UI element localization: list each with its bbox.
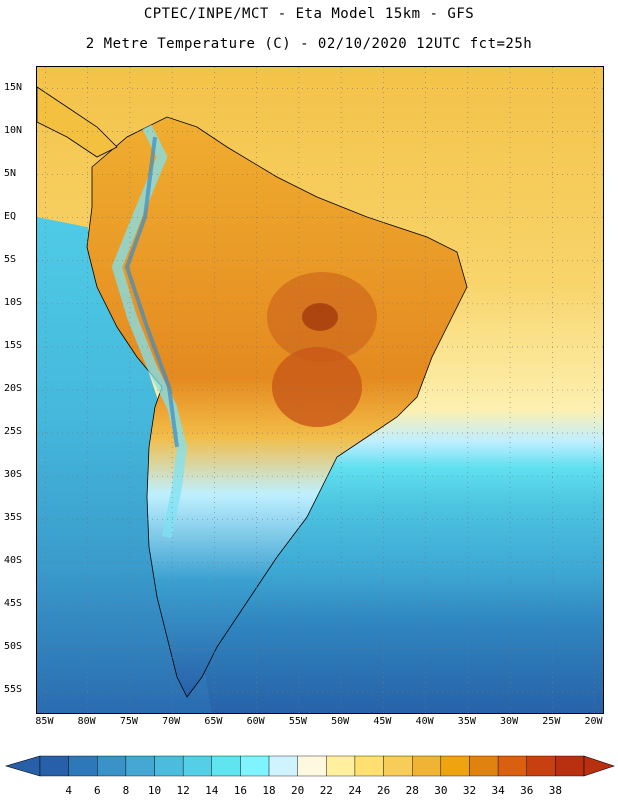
scale-tick-label: 26 <box>376 784 391 797</box>
lon-tick-label: 20W <box>584 716 603 727</box>
lat-tick-label: EQ <box>4 210 17 222</box>
scale-color-bin <box>240 755 270 777</box>
scale-color-bin <box>497 755 527 777</box>
scale-color-bin <box>440 755 470 777</box>
lat-tick-label: 25S <box>4 426 23 438</box>
hot-spot-paraguay <box>272 347 362 427</box>
scale-arrow-high <box>583 755 615 777</box>
scale-color-bin <box>354 755 384 777</box>
scale-tick-label: 14 <box>205 784 219 797</box>
scale-color-bin <box>182 755 212 777</box>
scale-tick-label: 4 <box>65 784 72 797</box>
scale-color-bin <box>154 755 184 777</box>
scale-color-bin <box>526 755 556 777</box>
scale-color-bin <box>412 755 442 777</box>
lon-tick-label: 85W <box>35 716 54 727</box>
scale-tick-label: 10 <box>147 784 162 797</box>
lat-tick-label: 5S <box>4 253 17 265</box>
lat-tick-label: 55S <box>4 684 23 696</box>
scale-tick-label: 30 <box>434 784 448 797</box>
central-america-land <box>37 86 118 158</box>
scale-color-bin <box>326 755 356 777</box>
temperature-map <box>36 66 604 714</box>
scale-color-bin <box>211 755 241 777</box>
scale-tick-label: 18 <box>262 784 276 797</box>
lon-tick-label: 40W <box>415 716 434 727</box>
scale-color-bin <box>383 755 413 777</box>
lat-tick-label: 45S <box>4 598 23 610</box>
lon-tick-label: 55W <box>288 716 307 727</box>
scale-tick-label: 32 <box>462 784 477 797</box>
lon-tick-label: 75W <box>119 716 138 727</box>
lon-tick-label: 45W <box>373 716 392 727</box>
scale-tick-label: 38 <box>548 784 562 797</box>
map-subtitle: 2 Metre Temperature (C) - 02/10/2020 12U… <box>85 36 533 52</box>
lon-tick-label: 35W <box>457 716 476 727</box>
scale-color-bin <box>268 755 298 777</box>
scale-tick-label: 24 <box>348 784 362 797</box>
lon-tick-label: 70W <box>162 716 181 727</box>
scale-tick-label: 22 <box>319 784 333 797</box>
map-canvas <box>37 67 603 713</box>
lat-tick-label: 10S <box>4 296 23 308</box>
lat-tick-label: 50S <box>4 641 23 653</box>
scale-color-bin <box>68 755 98 777</box>
south-america-land <box>86 116 468 698</box>
lat-tick-label: 15S <box>4 339 23 351</box>
scale-tick-label: 6 <box>93 784 101 797</box>
lat-tick-label: 20S <box>4 383 23 394</box>
scale-color-bin <box>297 755 327 777</box>
hot-spot-core <box>302 303 338 331</box>
lon-tick-label: 30W <box>500 716 519 727</box>
lat-tick-label: 5N <box>4 167 17 179</box>
scale-arrow-low <box>4 755 41 777</box>
lat-tick-label: 15N <box>4 81 23 93</box>
andes-cold-core <box>124 136 179 448</box>
map-title: CPTEC/INPE/MCT - Eta Model 15km - GFS <box>143 6 475 22</box>
lon-tick-label: 60W <box>246 716 265 727</box>
lat-tick-label: 10N <box>4 124 23 136</box>
lon-tick-label: 50W <box>331 716 350 727</box>
scale-tick-label: 20 <box>291 784 305 797</box>
scale-color-bin <box>125 755 155 777</box>
scale-tick-label: 34 <box>491 784 505 797</box>
scale-color-bin <box>39 755 69 777</box>
scale-tick-label: 28 <box>405 784 419 797</box>
lon-tick-label: 65W <box>204 716 223 727</box>
scale-tick-label: 36 <box>520 784 534 797</box>
scale-color-bin <box>469 755 499 777</box>
lat-tick-label: 30S <box>4 469 23 481</box>
scale-tick-label: 8 <box>122 784 130 797</box>
lon-tick-label: 80W <box>77 716 96 727</box>
scale-color-bin <box>555 755 585 777</box>
scale-tick-label: 16 <box>233 784 248 797</box>
color-scale-bar <box>4 755 615 777</box>
scale-tick-label: 12 <box>176 784 190 797</box>
lat-tick-label: 35S <box>4 512 23 524</box>
lon-tick-label: 25W <box>542 716 561 727</box>
scale-color-bin <box>97 755 127 777</box>
lat-tick-label: 40S <box>4 555 23 567</box>
